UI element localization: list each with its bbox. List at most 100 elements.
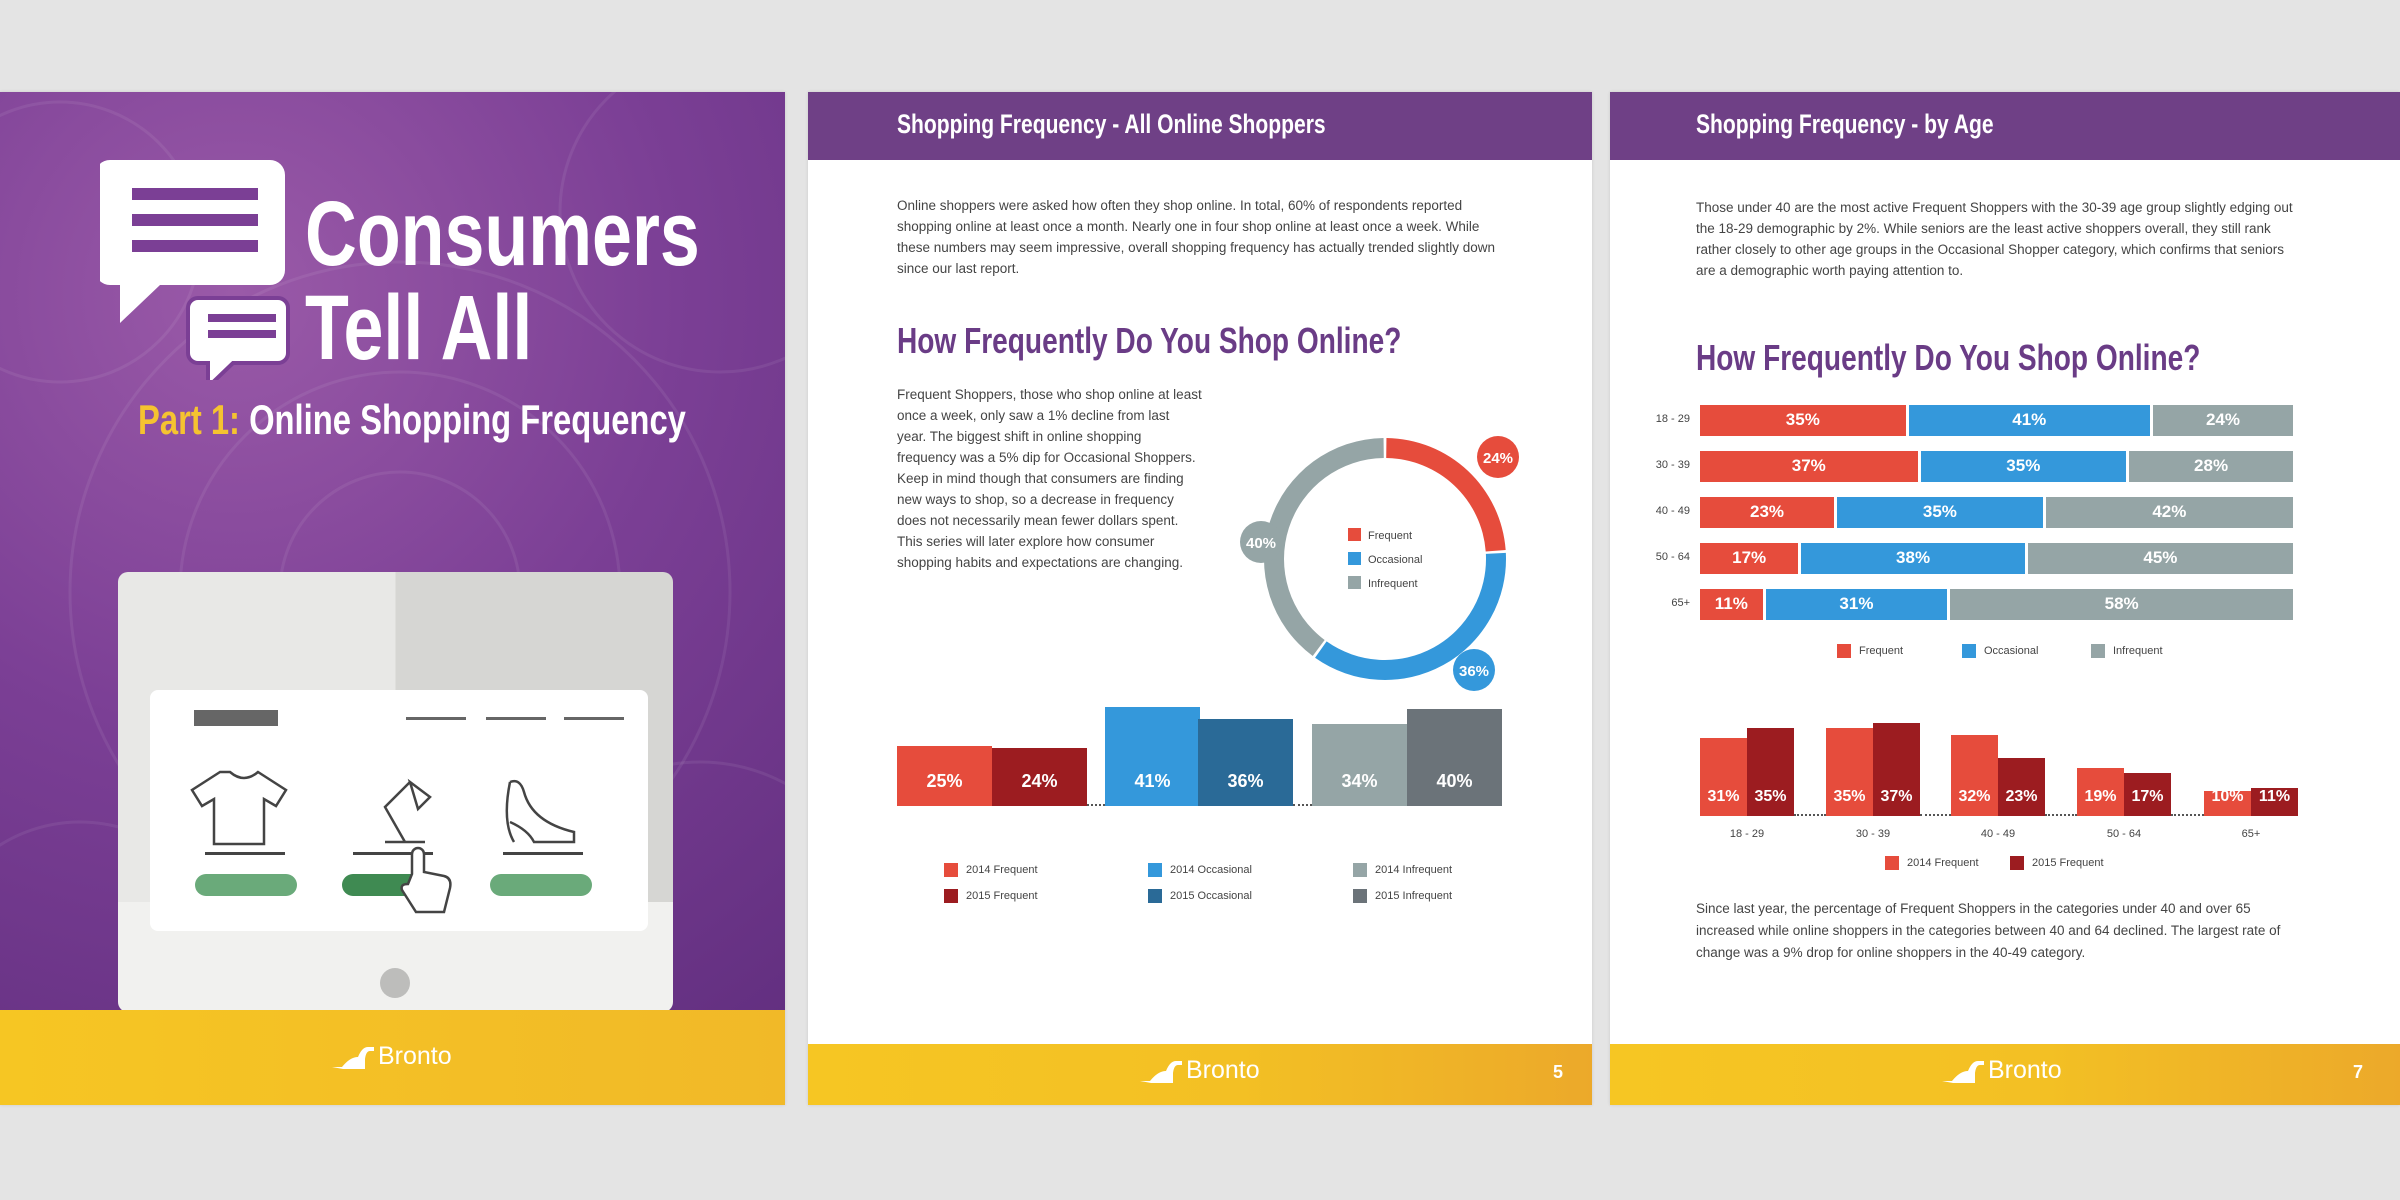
section-heading: How Frequently Do You Shop Online?: [897, 320, 1402, 361]
bar-2014-infrequent: [1312, 723, 1407, 806]
legend-item: Frequent: [1837, 644, 1903, 658]
legend-item: 2015 Frequent: [944, 889, 1038, 903]
section-heading: How Frequently Do You Shop Online?: [1696, 337, 2201, 378]
bar-2015-occasional: [1198, 718, 1293, 806]
bar-2015-frequent: [992, 747, 1087, 806]
page-footer: Bronto 7: [1610, 1044, 2400, 1105]
legend-label: 2015 Infrequent: [1375, 890, 1453, 902]
legend-label: Occasional: [1984, 645, 2039, 657]
stacked-segment-frequent: [1700, 589, 1763, 620]
bar-value-label: 25%: [926, 771, 963, 791]
stacked-segment-occasional: [1837, 497, 2043, 528]
legend-item: 2015 Frequent: [2010, 856, 2104, 870]
baseline-dots: [1293, 804, 1312, 806]
legend-label: Frequent: [1368, 530, 1412, 542]
segment-label: 11%: [1714, 594, 1748, 613]
legend-swatch: [1148, 889, 1162, 903]
bronto-logo: Bronto: [1140, 1056, 1260, 1085]
segment-label: 23%: [1750, 502, 1785, 521]
baseline-dots: [2045, 814, 2077, 816]
category-label: 18 - 29: [1655, 413, 1690, 425]
cover-subtitle: Part 1: Online Shopping Frequency: [138, 396, 785, 444]
bar-2014-occasional: [1105, 706, 1200, 806]
part-label: Part 1:: [138, 396, 240, 443]
legend-label: 2015 Frequent: [966, 890, 1038, 902]
segment-label: 24%: [2205, 410, 2240, 429]
legend-item: 2014 Occasional: [1148, 863, 1252, 877]
monitor-button-icon: [380, 968, 410, 998]
stacked-segment-frequent: [1700, 543, 1799, 574]
legend-label: 2014 Frequent: [966, 864, 1038, 876]
legend-swatch: [944, 889, 958, 903]
bar-value-label: 23%: [2005, 788, 2038, 805]
page-5: Shopping Frequency - All Online Shoppers…: [808, 92, 1592, 1105]
category-label: 50 - 64: [1655, 551, 1690, 563]
segment-label: 31%: [1839, 594, 1874, 613]
segment-label: 35%: [1922, 502, 1957, 521]
segment-label: 45%: [2143, 548, 2178, 567]
segment-label: 28%: [2194, 456, 2229, 475]
page-7: Shopping Frequency - by Age Those under …: [1610, 92, 2400, 1105]
legend-swatch: [2091, 644, 2105, 658]
legend-swatch: [1348, 552, 1361, 565]
bar-2015-frequent: [1747, 727, 1794, 816]
legend-label: Infrequent: [2113, 645, 2163, 657]
page-footer: Bronto 5: [808, 1044, 1592, 1105]
legend-item: 2014 Frequent: [944, 863, 1038, 877]
stacked-segment-infrequent: [1950, 589, 2293, 620]
bar-value-label: 10%: [2211, 788, 2244, 805]
bar-value-label: 19%: [2084, 788, 2117, 805]
stacked-segment-frequent: [1700, 497, 1835, 528]
bar-value-label: 35%: [1833, 788, 1866, 805]
baseline-dots: [1794, 814, 1826, 816]
brontosaurus-icon: [332, 1046, 374, 1069]
bar-2015-frequent: [2124, 773, 2171, 816]
bar-2015-frequent: [2251, 788, 2298, 816]
legend-label: Frequent: [1859, 645, 1904, 657]
stacked-segment-infrequent: [2129, 451, 2293, 482]
subtitle-text: Online Shopping Frequency: [249, 396, 686, 443]
legend-item: 2014 Infrequent: [1353, 863, 1452, 877]
add-button-3: [490, 874, 592, 896]
brontosaurus-icon: [1942, 1060, 1984, 1083]
bar-2014-frequent: [2204, 790, 2251, 816]
legend-swatch: [2010, 856, 2024, 870]
segment-label: 17%: [1732, 548, 1767, 567]
cover-title: Consumers Tell All: [305, 187, 785, 375]
segment-label: 38%: [1896, 548, 1931, 567]
donut-slice-infrequent: [1264, 438, 1384, 657]
legend-item: 2015 Infrequent: [1353, 889, 1452, 903]
legend-swatch: [1885, 856, 1899, 870]
legend-item: 2014 Frequent: [1885, 856, 1979, 870]
bar-2014-frequent: [897, 745, 992, 806]
callout-label: 40%: [1246, 535, 1276, 552]
bar-value-label: 35%: [1754, 788, 1787, 805]
cover-footer: Bronto: [0, 1010, 785, 1105]
add-button-1: [195, 874, 297, 896]
legend-item: Occasional: [1962, 644, 2038, 658]
donut-slice-occasional: [1315, 552, 1506, 680]
legend-swatch: [1348, 528, 1361, 541]
bar-2014-frequent: [1826, 727, 1873, 816]
intro-paragraph: Online shoppers were asked how often the…: [897, 198, 1496, 276]
category-label: 40 - 49: [1655, 505, 1690, 517]
baseline-dots: [1087, 804, 1105, 806]
legend-swatch: [1353, 863, 1367, 877]
callout-label: 24%: [1483, 450, 1513, 467]
bar-value-label: 41%: [1134, 771, 1171, 791]
callout-label: 36%: [1459, 663, 1489, 680]
cover-title-line2: Tell All: [305, 277, 533, 379]
intro-paragraph: Those under 40 are the most active Frequ…: [1696, 200, 2293, 278]
page-header-title: Shopping Frequency - All Online Shoppers: [897, 109, 1326, 139]
tshirt-icon: [190, 770, 288, 846]
category-label: 65+: [2241, 828, 2261, 840]
legend-swatch: [944, 863, 958, 877]
page-number: 7: [2353, 1062, 2364, 1082]
brontosaurus-icon: [1140, 1060, 1182, 1083]
bar-2015-frequent: [1873, 722, 1920, 816]
legend-item: Infrequent: [2091, 644, 2163, 658]
bar-2015-infrequent: [1407, 709, 1502, 806]
callout-bubble: [1240, 521, 1282, 563]
legend-swatch: [1837, 644, 1851, 658]
product-icons: [190, 770, 592, 914]
